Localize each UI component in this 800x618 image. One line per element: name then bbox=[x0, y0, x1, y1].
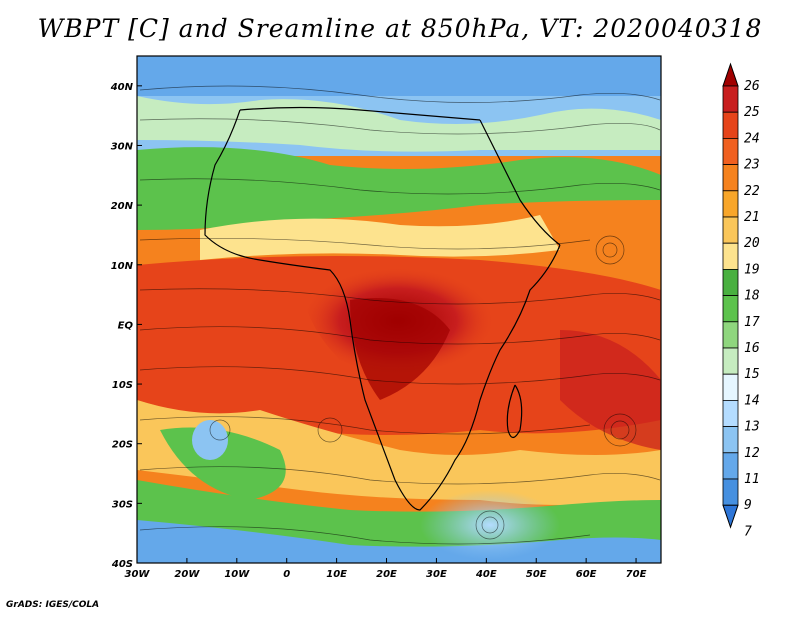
colorbar-swatch bbox=[722, 321, 739, 349]
colorbar-swatch bbox=[722, 399, 739, 427]
colorbar-label: 24 bbox=[744, 131, 760, 146]
colorbar-swatch bbox=[722, 164, 739, 192]
y-tick-label: 30N bbox=[111, 141, 134, 152]
colorbar-swatch bbox=[722, 137, 739, 165]
colorbar-swatch bbox=[722, 268, 739, 296]
x-tick-label: 0 bbox=[283, 569, 290, 580]
colorbar-label: 17 bbox=[744, 315, 760, 330]
colorbar: 26 25 24 23 22 21 20 19 18 17 16 15 14 13 12 11 9 7 bbox=[722, 62, 760, 539]
y-axis: 40N 30N 20N 10N EQ 10S 20S 30S 40S bbox=[110, 82, 142, 570]
y-tick-label: 10S bbox=[112, 380, 133, 391]
map-title: WBPT [C] and Sreamline at 850hPa, VT: 20… bbox=[37, 14, 763, 43]
x-tick-label: 30E bbox=[426, 569, 447, 580]
x-tick-label: 70E bbox=[626, 569, 647, 580]
colorbar-label: 11 bbox=[744, 472, 760, 487]
colorbar-swatch bbox=[722, 373, 739, 401]
colorbar-label: 20 bbox=[744, 236, 760, 251]
x-tick-label: 10W bbox=[224, 569, 250, 580]
x-tick-label: 50E bbox=[526, 569, 547, 580]
colorbar-label: 9 bbox=[744, 498, 752, 513]
colorbar-swatch bbox=[722, 85, 739, 113]
y-tick-label: 40N bbox=[110, 82, 134, 93]
colorbar-bottom-arrow bbox=[722, 504, 739, 529]
colorbar-label: 12 bbox=[744, 446, 760, 461]
y-tick-label: 40S bbox=[111, 559, 133, 570]
x-tick-label: 10E bbox=[326, 569, 347, 580]
colorbar-top-arrow bbox=[722, 62, 739, 87]
y-tick-label: 10N bbox=[111, 261, 134, 272]
x-tick-label: 30W bbox=[125, 569, 151, 580]
colorbar-swatch bbox=[722, 426, 739, 454]
colorbar-label: 16 bbox=[744, 341, 760, 356]
x-axis: 30W 20W 10W 0 10E 20E 30E 40E 50E 60E 70E bbox=[125, 558, 647, 580]
colorbar-label: 25 bbox=[744, 105, 760, 120]
y-tick-label: EQ bbox=[118, 320, 134, 331]
colorbar-label: 21 bbox=[744, 210, 760, 225]
colorbar-label: 7 bbox=[744, 524, 752, 539]
colorbar-label: 15 bbox=[744, 367, 760, 382]
x-tick-label: 20E bbox=[376, 569, 397, 580]
colorbar-label: 18 bbox=[744, 289, 760, 304]
colorbar-swatch bbox=[722, 111, 739, 139]
colorbar-swatch bbox=[722, 295, 739, 323]
colorbar-swatch bbox=[722, 478, 739, 506]
colorbar-label: 19 bbox=[744, 262, 760, 277]
y-tick-label: 20S bbox=[112, 440, 133, 451]
plot-frame bbox=[136, 55, 662, 564]
colorbar-label: 26 bbox=[744, 79, 760, 94]
colorbar-swatch bbox=[722, 452, 739, 480]
coastlines bbox=[204, 106, 561, 511]
streamlines bbox=[139, 85, 661, 545]
colorbar-swatch bbox=[722, 347, 739, 375]
y-tick-label: 30S bbox=[112, 499, 133, 510]
colorbar-swatch bbox=[722, 190, 739, 218]
credit-text: GrADS: IGES/COLA bbox=[6, 600, 100, 610]
x-tick-label: 60E bbox=[576, 569, 597, 580]
wbpt-field bbox=[137, 56, 661, 563]
colorbar-label: 23 bbox=[744, 158, 760, 173]
y-tick-label: 20N bbox=[111, 201, 134, 212]
colorbar-swatch bbox=[722, 216, 739, 244]
colorbar-label: 22 bbox=[744, 184, 760, 199]
x-tick-label: 40E bbox=[475, 569, 497, 580]
colorbar-swatch bbox=[722, 242, 739, 270]
x-tick-label: 20W bbox=[174, 569, 200, 580]
colorbar-label: 13 bbox=[744, 420, 760, 435]
colorbar-label: 14 bbox=[744, 393, 760, 408]
